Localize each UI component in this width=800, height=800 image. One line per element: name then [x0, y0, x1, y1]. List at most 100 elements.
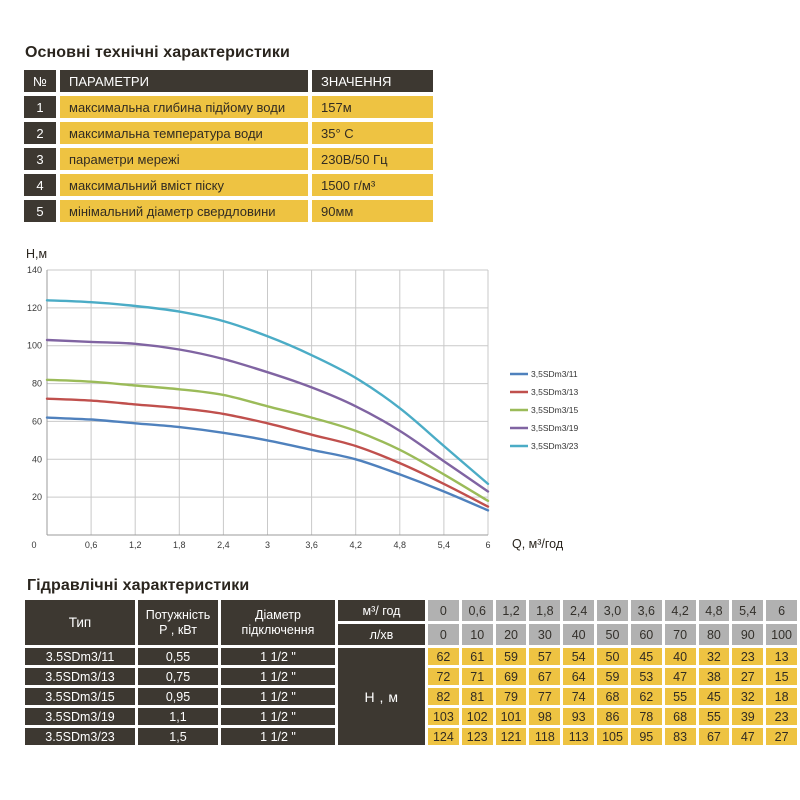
- x-tick-label: 0,6: [85, 540, 98, 550]
- row-number: 4: [24, 174, 56, 196]
- flow-lmin-value: 70: [664, 624, 696, 645]
- head-value: 118: [529, 728, 561, 745]
- head-value: 113: [563, 728, 595, 745]
- row-number: 2: [24, 122, 56, 144]
- tech-section-title: Основні технічні характеристики: [25, 44, 290, 61]
- pump-type: 3.5SDm3/23: [25, 728, 135, 745]
- head-value: 83: [664, 728, 696, 745]
- head-value: 18: [766, 688, 797, 705]
- param-name: мінімальний діаметр свердловини: [60, 200, 308, 222]
- col-header-value: ЗНАЧЕННЯ: [312, 70, 433, 92]
- tech-specs-table: № ПАРАМЕТРИ ЗНАЧЕННЯ 1 максимальна глибин…: [24, 70, 433, 222]
- head-value: 55: [698, 708, 730, 725]
- head-value: 69: [495, 668, 527, 685]
- pump-power: 0,75: [138, 668, 218, 685]
- pump-diameter: 1 1/2 ": [221, 728, 335, 745]
- y-tick-label: 40: [32, 454, 42, 464]
- head-value: 53: [630, 668, 662, 685]
- head-value: 79: [495, 688, 527, 705]
- x-tick-label: 5,4: [438, 540, 451, 550]
- param-value: 1500 г/м³: [312, 174, 433, 196]
- param-value: 157м: [312, 96, 433, 118]
- x-tick-label: 2,4: [217, 540, 230, 550]
- head-value: 39: [732, 708, 764, 725]
- pump-type: 3.5SDm3/13: [25, 668, 135, 685]
- flow-m3h-value: 0,6: [461, 600, 493, 621]
- x-tick-label: 6: [485, 540, 490, 550]
- row-number: 3: [24, 148, 56, 170]
- head-value: 121: [495, 728, 527, 745]
- pump-diameter: 1 1/2 ": [221, 708, 335, 725]
- head-value: 62: [428, 648, 459, 665]
- y-tick-label: 120: [27, 303, 42, 313]
- y-tick-label: 80: [32, 379, 42, 389]
- pump-power: 1,5: [138, 728, 218, 745]
- head-value: 68: [597, 688, 628, 705]
- row-number: 1: [24, 96, 56, 118]
- flow-m3h-value: 1,8: [529, 600, 561, 621]
- series-line-3,5SDm3/19: [45, 338, 490, 493]
- legend-label-3,5SDm3/19: 3,5SDm3/19: [531, 423, 579, 433]
- flow-m3h-value: 1,2: [495, 600, 527, 621]
- legend-label-3,5SDm3/15: 3,5SDm3/15: [531, 405, 579, 415]
- x-tick-label: 4,8: [394, 540, 407, 550]
- flow-m3h-value: 0: [428, 600, 459, 621]
- flow-m3h-value: 3,6: [630, 600, 662, 621]
- flow-lmin-value: 60: [630, 624, 662, 645]
- origin-tick-label: 0: [31, 540, 36, 550]
- diameter-label-line1: Діаметр: [254, 607, 301, 622]
- flow-lmin-value: 20: [495, 624, 527, 645]
- pump-curves-chart: 20 40 60 80 100 120 140 0 0,6 1,2 1,8 2,4 3 3,6 4,2 4,8…: [26, 247, 579, 551]
- head-value: 47: [664, 668, 696, 685]
- head-value: 15: [766, 668, 797, 685]
- head-value: 123: [461, 728, 493, 745]
- head-value: 72: [428, 668, 459, 685]
- head-value: 105: [597, 728, 628, 745]
- power-label-line1: Потужність: [145, 607, 211, 622]
- flow-m3h-value: 3,0: [597, 600, 628, 621]
- power-label-line2: Р , кВт: [159, 622, 197, 637]
- pump-power: 0,55: [138, 648, 218, 665]
- head-value: 32: [732, 688, 764, 705]
- series-line-3,5SDm3/15: [45, 378, 490, 503]
- series-line-3,5SDm3/13: [45, 397, 490, 508]
- head-value: 45: [630, 648, 662, 665]
- head-value: 98: [529, 708, 561, 725]
- x-tick-label: 1,8: [173, 540, 186, 550]
- param-name: максимальна температура води: [60, 122, 308, 144]
- flow-m3h-value: 6: [766, 600, 797, 621]
- head-value: 59: [495, 648, 527, 665]
- flow-m3h-value: 4,8: [698, 600, 730, 621]
- hydraulic-table: Тип Потужність Р , кВт Діаметр підключення м³…: [25, 600, 797, 745]
- head-value: 102: [461, 708, 493, 725]
- flow-lmin-value: 80: [698, 624, 730, 645]
- col-header-diameter: Діаметр підключення: [221, 600, 335, 645]
- head-value: 101: [495, 708, 527, 725]
- y-tick-label: 60: [32, 416, 42, 426]
- head-value: 77: [529, 688, 561, 705]
- col-header-param: ПАРАМЕТРИ: [60, 70, 308, 92]
- head-value: 81: [461, 688, 493, 705]
- col-header-flow-lmin: л/хв: [338, 624, 425, 645]
- row-number: 5: [24, 200, 56, 222]
- pump-power: 0,95: [138, 688, 218, 705]
- flow-lmin-value: 10: [461, 624, 493, 645]
- param-name: максимальний вміст піску: [60, 174, 308, 196]
- flow-m3h-value: 2,4: [563, 600, 595, 621]
- series-line-3,5SDm3/23: [45, 299, 490, 486]
- head-value: 74: [563, 688, 595, 705]
- head-value: 57: [529, 648, 561, 665]
- head-value: 40: [664, 648, 696, 665]
- flow-m3h-value: 4,2: [664, 600, 696, 621]
- head-value: 54: [563, 648, 595, 665]
- head-value: 13: [766, 648, 797, 665]
- flow-lmin-value: 100: [766, 624, 797, 645]
- head-value: 64: [563, 668, 595, 685]
- head-value: 27: [766, 728, 797, 745]
- param-value: 35° С: [312, 122, 433, 144]
- flow-lmin-value: 90: [732, 624, 764, 645]
- hydraulic-section-title: Гідравлічні характеристики: [27, 577, 250, 594]
- y-tick-label: 140: [27, 265, 42, 275]
- param-value: 90мм: [312, 200, 433, 222]
- pump-type: 3.5SDm3/11: [25, 648, 135, 665]
